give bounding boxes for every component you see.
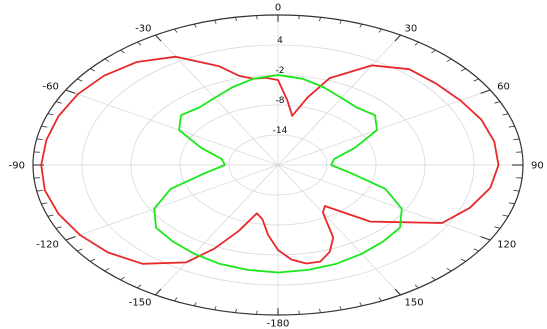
- minor-tick: [298, 310, 300, 315]
- angle-tick-label: -60: [43, 82, 59, 93]
- angle-tick-label: 120: [497, 240, 516, 251]
- minor-tick: [494, 226, 501, 229]
- major-tick: [394, 34, 401, 42]
- minor-tick: [235, 308, 237, 313]
- angle-grid-spoke: [277, 34, 401, 166]
- minor-tick: [41, 202, 48, 205]
- minor-tick: [460, 68, 466, 72]
- minor-tick: [378, 297, 382, 302]
- minor-tick: [55, 101, 62, 104]
- radial-tick-label: -2: [276, 66, 285, 76]
- minor-tick: [319, 17, 321, 22]
- minor-tick: [431, 276, 436, 281]
- radial-tick-label: -14: [273, 126, 288, 136]
- minor-tick: [460, 258, 466, 262]
- minor-tick: [104, 58, 110, 62]
- minor-tick: [298, 15, 300, 20]
- series-line-2: [153, 74, 403, 274]
- minor-tick: [90, 68, 96, 72]
- minor-tick: [77, 78, 83, 82]
- major-tick: [155, 288, 162, 296]
- minor-tick: [359, 23, 363, 28]
- angle-tick-label: 30: [405, 24, 418, 35]
- minor-tick: [47, 214, 54, 217]
- minor-tick: [473, 78, 479, 82]
- minor-tick: [214, 19, 217, 24]
- major-tick: [480, 236, 491, 241]
- angle-tick-label: -30: [135, 24, 151, 35]
- minor-tick: [174, 28, 178, 33]
- radial-tick-label: 4: [277, 36, 283, 46]
- minor-tick: [47, 113, 54, 116]
- minor-tick: [431, 49, 436, 54]
- minor-tick: [77, 248, 83, 252]
- minor-tick: [446, 58, 452, 62]
- minor-tick: [120, 276, 125, 281]
- minor-tick: [193, 302, 197, 307]
- major-tick: [65, 236, 76, 241]
- minor-tick: [104, 268, 110, 272]
- series-line-1: [40, 55, 500, 265]
- radial-tick-label: -8: [276, 96, 285, 106]
- minor-tick: [502, 214, 509, 217]
- minor-tick: [174, 297, 178, 302]
- angle-grid-spoke: [277, 164, 401, 296]
- minor-tick: [137, 41, 142, 46]
- angle-grid-spoke: [155, 164, 279, 296]
- angle-tick-label: 90: [531, 161, 544, 172]
- minor-tick: [193, 23, 197, 28]
- minor-tick: [339, 19, 342, 24]
- minor-tick: [319, 308, 321, 313]
- minor-tick: [414, 41, 419, 46]
- minor-tick: [513, 189, 520, 192]
- minor-tick: [41, 125, 48, 128]
- minor-tick: [513, 138, 520, 141]
- minor-tick: [36, 138, 43, 141]
- minor-tick: [55, 226, 62, 229]
- major-tick: [394, 288, 401, 296]
- minor-tick: [508, 125, 515, 128]
- angle-axis: [32, 14, 524, 316]
- minor-tick: [137, 284, 142, 289]
- angle-tick-label: 150: [405, 297, 424, 308]
- minor-tick: [378, 28, 382, 33]
- minor-tick: [339, 306, 342, 311]
- major-tick: [65, 89, 76, 94]
- minor-tick: [473, 248, 479, 252]
- minor-tick: [90, 258, 96, 262]
- minor-tick: [120, 49, 125, 54]
- angle-tick-label: -90: [9, 161, 25, 172]
- angle-tick-label: -150: [129, 297, 152, 308]
- major-tick: [480, 89, 491, 94]
- tick-labels: 0 30 60 90 120 150 -180 -150 -120 -90 -60 -30 4 -2 -8 -…: [9, 3, 544, 329]
- series-layer: [40, 55, 500, 274]
- minor-tick: [508, 202, 515, 205]
- minor-tick: [235, 17, 237, 22]
- minor-tick: [502, 113, 509, 116]
- angle-grid-spoke: [65, 164, 279, 241]
- angle-tick-label: -120: [36, 240, 59, 251]
- angle-tick-label: -180: [267, 319, 290, 329]
- minor-tick: [36, 189, 43, 192]
- minor-tick: [359, 302, 363, 307]
- angle-tick-label: 60: [497, 82, 510, 93]
- angle-grid-spoke: [65, 89, 279, 166]
- minor-tick: [446, 268, 452, 272]
- minor-tick: [256, 310, 258, 315]
- angle-tick-label: 0: [275, 3, 281, 14]
- angle-grid-spoke: [155, 34, 279, 166]
- minor-tick: [414, 284, 419, 289]
- minor-tick: [494, 101, 501, 104]
- minor-tick: [256, 15, 258, 20]
- minor-tick: [214, 306, 217, 311]
- major-tick: [155, 34, 162, 42]
- angle-grid-spoke: [277, 89, 491, 166]
- angle-grid-spoke: [277, 164, 491, 241]
